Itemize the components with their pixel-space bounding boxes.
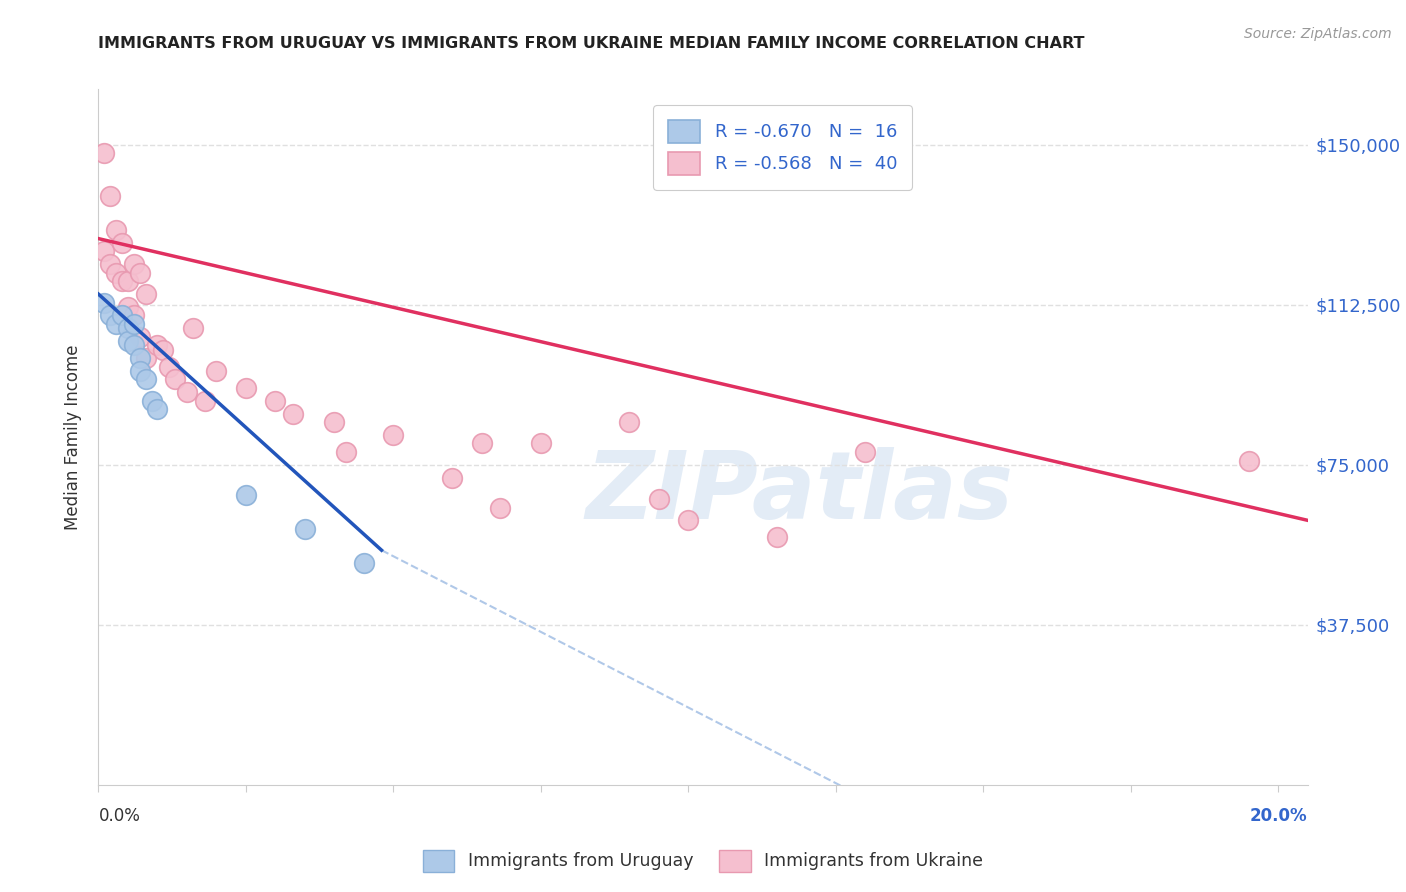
Point [264,393,287,408]
Point [471,436,494,450]
Point [1237,453,1260,467]
Point [93,146,115,161]
Point [122,317,145,331]
Point [117,334,139,348]
Point [93,295,115,310]
Point [122,309,145,323]
Point [135,372,157,386]
Point [281,407,304,421]
Point [111,309,134,323]
Point [335,445,357,459]
Point [235,488,257,502]
Point [93,244,115,259]
Point [194,393,217,408]
Point [765,530,787,544]
Point [117,274,139,288]
Point [165,372,187,386]
Point [488,500,510,515]
Point [105,266,128,280]
Point [176,385,198,400]
Point [382,428,405,442]
Point [122,338,145,352]
Point [98,309,121,323]
Point [98,189,121,203]
Point [146,338,169,352]
Point [648,491,671,506]
Point [128,351,150,365]
Point [117,321,139,335]
Point [530,436,553,450]
Point [128,266,150,280]
Point [117,300,139,314]
Point [105,317,128,331]
Point [146,402,169,417]
Point [141,393,163,408]
Point [294,522,316,536]
Text: IMMIGRANTS FROM URUGUAY VS IMMIGRANTS FROM UKRAINE MEDIAN FAMILY INCOME CORRELAT: IMMIGRANTS FROM URUGUAY VS IMMIGRANTS FR… [98,36,1085,51]
Text: 20.0%: 20.0% [1250,807,1308,825]
Point [152,343,174,357]
Point [678,513,700,527]
Legend: Immigrants from Uruguay, Immigrants from Ukraine: Immigrants from Uruguay, Immigrants from… [416,843,990,879]
Point [111,235,134,250]
Text: Source: ZipAtlas.com: Source: ZipAtlas.com [1244,27,1392,41]
Point [353,556,375,570]
Point [128,330,150,344]
Point [441,470,464,484]
Point [205,364,228,378]
Point [135,351,157,365]
Point [181,321,204,335]
Y-axis label: Median Family Income: Median Family Income [65,344,83,530]
Point [323,415,346,429]
Point [98,257,121,271]
Point [135,287,157,301]
Point [105,223,128,237]
Text: 0.0%: 0.0% [98,807,141,825]
Point [111,274,134,288]
Point [122,257,145,271]
Point [853,445,876,459]
Point [235,381,257,395]
Text: ZIPatlas: ZIPatlas [586,447,1014,539]
Point [619,415,641,429]
Legend: R = -0.670   N =  16, R = -0.568   N =  40: R = -0.670 N = 16, R = -0.568 N = 40 [654,105,911,189]
Point [128,364,150,378]
Point [157,359,180,374]
